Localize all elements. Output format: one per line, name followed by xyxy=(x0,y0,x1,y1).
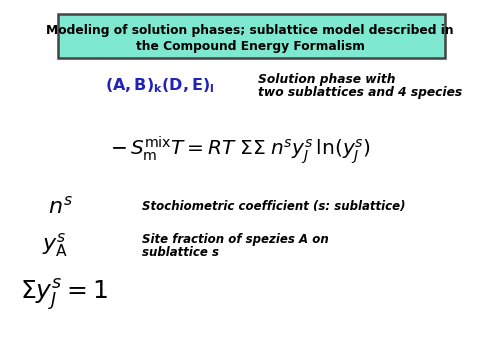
Text: $-\,S_{\mathrm{m}}^{\mathrm{mix}}T = RT\;\Sigma\Sigma\;n^s y_J^s\,\ln(y_J^s)$: $-\,S_{\mathrm{m}}^{\mathrm{mix}}T = RT\… xyxy=(110,134,370,166)
Text: the Compound Energy Formalism: the Compound Energy Formalism xyxy=(136,40,364,53)
Text: $\Sigma y_J^s=1$: $\Sigma y_J^s=1$ xyxy=(20,277,108,312)
Text: Site fraction of spezies A on: Site fraction of spezies A on xyxy=(142,233,329,246)
Text: two sublattices and 4 species: two sublattices and 4 species xyxy=(258,86,462,99)
FancyBboxPatch shape xyxy=(58,14,445,58)
Text: Modeling of solution phases; sublattice model described in: Modeling of solution phases; sublattice … xyxy=(46,24,454,37)
Text: $y_{\mathrm{A}}^s$: $y_{\mathrm{A}}^s$ xyxy=(42,231,68,259)
Text: sublattice s: sublattice s xyxy=(142,246,220,259)
Text: $n^s$: $n^s$ xyxy=(48,196,72,217)
Text: Solution phase with: Solution phase with xyxy=(258,73,395,86)
Text: $\mathbf{(A,B)_k(D,E)_l}$: $\mathbf{(A,B)_k(D,E)_l}$ xyxy=(105,77,214,95)
Text: Stochiometric coefficient (s: sublattice): Stochiometric coefficient (s: sublattice… xyxy=(142,200,406,213)
